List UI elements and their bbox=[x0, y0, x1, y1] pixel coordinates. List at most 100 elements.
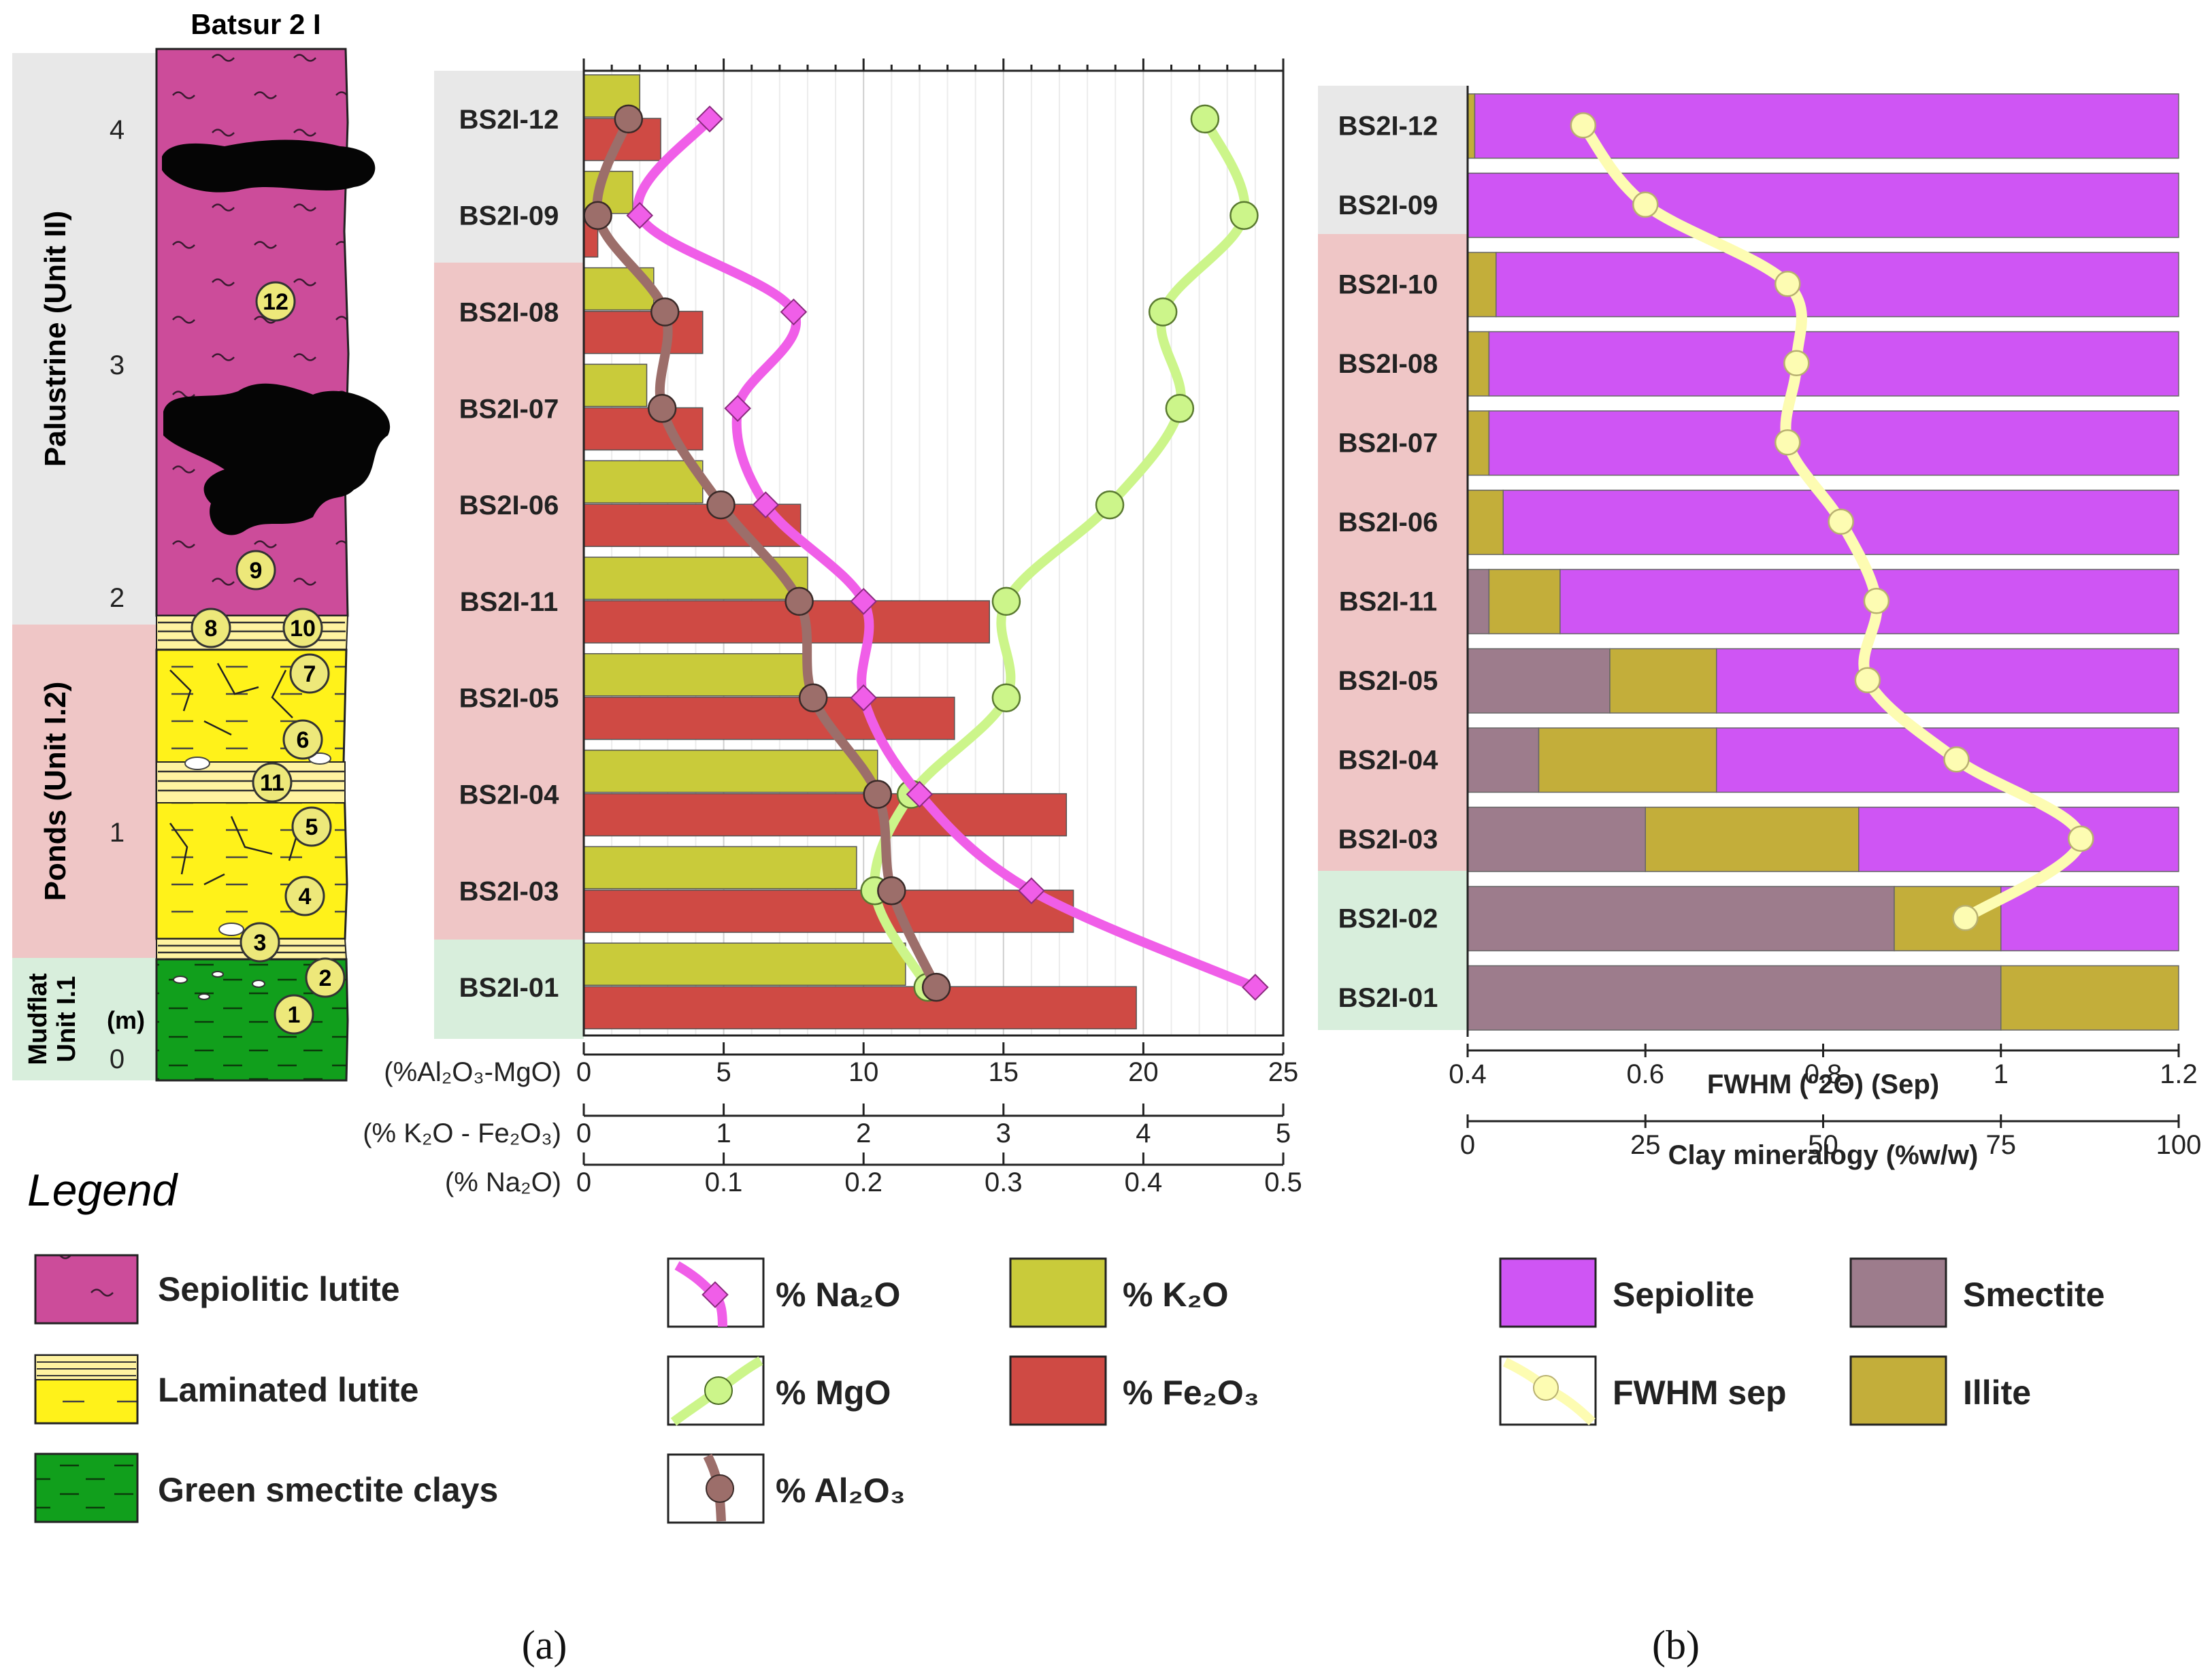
marker-10: 10 bbox=[290, 616, 316, 642]
point-na2o bbox=[850, 588, 877, 615]
chem-chart: BS2I-12 BS2I-09 BS2I-08 BS2I-07 BS2I-06 BS2I-… bbox=[363, 59, 1302, 1197]
legend-label-al2o3: % Al₂O₃ bbox=[776, 1472, 906, 1510]
legend-label-fe2o3: % Fe₂O₃ bbox=[1123, 1374, 1259, 1412]
point-na2o bbox=[850, 684, 877, 712]
line-al2o3 bbox=[592, 114, 942, 993]
point-mgo bbox=[1148, 297, 1178, 327]
axis-label: (%Al₂O₃-MgO) bbox=[384, 1057, 561, 1087]
bar-illite bbox=[1645, 806, 1860, 872]
sample-label: BS2I-04 bbox=[1338, 745, 1438, 775]
black-nodule-2 bbox=[163, 383, 391, 535]
axis-title: FWHM (º2Θ) (Sep) bbox=[1707, 1069, 1939, 1099]
tick-label: 0.8 bbox=[1804, 1059, 1843, 1089]
point-al2o3 bbox=[785, 586, 814, 616]
marker-5: 5 bbox=[306, 814, 318, 840]
tick-label: 4 bbox=[1136, 1118, 1151, 1148]
point-na2o bbox=[1242, 974, 1269, 1001]
marker-2: 2 bbox=[319, 965, 332, 991]
green-clay-layer bbox=[155, 958, 349, 1082]
sample-label: BS2I-07 bbox=[1338, 428, 1438, 458]
legend-title: Legend bbox=[27, 1165, 179, 1215]
marker-7: 7 bbox=[303, 661, 316, 687]
point-al2o3 bbox=[706, 490, 736, 520]
column-sample-markers: 12 9 8 10 7 6 11 5 4 3 2 1 bbox=[191, 281, 346, 1035]
marker-1: 1 bbox=[288, 1002, 301, 1028]
clay-band-unit11 bbox=[1318, 871, 1468, 1030]
chem-plot-frame bbox=[582, 69, 1285, 1037]
point-na2o bbox=[626, 201, 654, 229]
sample-label: BS2I-06 bbox=[1338, 508, 1438, 537]
sample-label: BS2I-12 bbox=[459, 105, 559, 135]
bar-sepiolite bbox=[1716, 648, 2179, 714]
legend-label-illite: Illite bbox=[1963, 1374, 2031, 1412]
legend-swatch-laminated bbox=[34, 1354, 139, 1425]
tick-label: 1 bbox=[1994, 1059, 2009, 1089]
clay-band-unit2 bbox=[1318, 86, 1468, 234]
point-mgo bbox=[1229, 201, 1259, 230]
tick-label: 0.5 bbox=[1264, 1167, 1302, 1197]
bar-illite bbox=[1467, 93, 1476, 159]
marker-11: 11 bbox=[260, 770, 284, 796]
point-mgo bbox=[1095, 490, 1125, 520]
legend-swatch-green-clay bbox=[34, 1453, 139, 1523]
bar-smectite bbox=[1467, 965, 2002, 1031]
sample-label: BS2I-09 bbox=[1338, 190, 1438, 220]
point-mgo bbox=[991, 683, 1021, 712]
tick-label: 50 bbox=[1808, 1130, 1838, 1160]
legend-swatch-fe2o3 bbox=[1009, 1355, 1107, 1426]
bar-smectite bbox=[1467, 648, 1611, 714]
point-fwhm bbox=[1774, 429, 1801, 456]
point-al2o3 bbox=[921, 972, 951, 1002]
point-fwhm bbox=[1863, 588, 1890, 614]
marker-4: 4 bbox=[299, 884, 312, 910]
bar-fe2o3 bbox=[583, 310, 704, 354]
legend-label-k2o: % K₂O bbox=[1123, 1276, 1229, 1314]
marker-9: 9 bbox=[250, 558, 263, 584]
point-mgo bbox=[1165, 394, 1195, 423]
depth-tick-0: 0 bbox=[110, 1044, 125, 1074]
line-na2o bbox=[633, 114, 1260, 993]
unit11-band bbox=[12, 958, 156, 1080]
bar-fe2o3 bbox=[583, 793, 1068, 837]
tick-label: 10 bbox=[848, 1057, 879, 1087]
bar-sepiolite bbox=[1858, 806, 2179, 872]
point-fwhm bbox=[1632, 191, 1659, 218]
depth-tick-2: 2 bbox=[110, 583, 125, 613]
point-mgo bbox=[1190, 104, 1220, 134]
chem-band-unit12 bbox=[434, 263, 584, 940]
tick-label: 2 bbox=[856, 1118, 871, 1148]
legend-label-sepiolitic: Sepiolitic lutite bbox=[158, 1270, 400, 1308]
sample-label: BS2I-08 bbox=[459, 298, 559, 328]
bar-sepiolite bbox=[1467, 172, 2179, 238]
legend-swatch-sepiolite bbox=[1499, 1257, 1597, 1328]
sample-label: BS2I-01 bbox=[459, 973, 559, 1003]
legend-label-mgo: % MgO bbox=[776, 1374, 891, 1412]
tick-label: 0 bbox=[576, 1118, 591, 1148]
sample-label: BS2I-08 bbox=[1338, 349, 1438, 379]
point-na2o bbox=[1018, 877, 1045, 905]
marker-3: 3 bbox=[254, 930, 267, 956]
bar-illite bbox=[1467, 331, 1490, 397]
clay-band-unit12 bbox=[1318, 234, 1468, 871]
marker-12: 12 bbox=[263, 289, 288, 315]
bar-smectite bbox=[1467, 886, 1895, 952]
clay-chart: BS2I-12 BS2I-09 BS2I-10 BS2I-08 BS2I-07 BS2I-… bbox=[1318, 86, 2201, 1170]
point-na2o bbox=[724, 395, 751, 422]
unit2-label: Palustrine (Unit II) bbox=[39, 211, 72, 467]
tick-label: 5 bbox=[1276, 1118, 1291, 1148]
bar-illite bbox=[2000, 965, 2179, 1031]
point-al2o3 bbox=[614, 104, 644, 134]
point-al2o3 bbox=[877, 876, 906, 906]
column-title: Batsur 2 I bbox=[191, 8, 320, 40]
bar-k2o bbox=[583, 942, 906, 986]
point-mgo bbox=[991, 586, 1021, 616]
legend-swatch-k2o bbox=[1009, 1257, 1107, 1328]
sample-label: BS2I-12 bbox=[1338, 111, 1438, 141]
sample-label: BS2I-10 bbox=[1338, 269, 1438, 299]
point-fwhm bbox=[1828, 508, 1854, 535]
bar-fe2o3 bbox=[583, 986, 1137, 1029]
bar-k2o bbox=[583, 846, 857, 890]
sepiolitic-layer bbox=[155, 48, 350, 617]
bar-k2o bbox=[583, 363, 648, 408]
tick-label: 3 bbox=[996, 1118, 1011, 1148]
